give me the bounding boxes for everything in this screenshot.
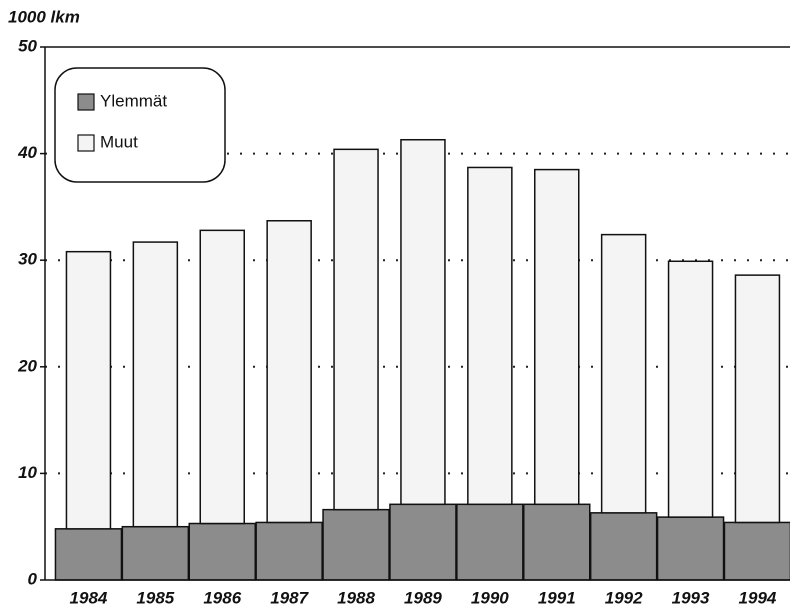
bar-segment <box>467 166 513 506</box>
x-tick-label: 1984 <box>70 588 108 607</box>
chart-title: 1000 lkm <box>8 7 80 26</box>
bar-segment <box>199 229 245 525</box>
x-tick-label: 1986 <box>203 588 241 607</box>
y-tick-label: 20 <box>17 356 37 375</box>
bar-segment <box>734 274 781 524</box>
bar-segment <box>255 521 323 581</box>
bar-segment <box>523 503 591 581</box>
bar-segment <box>65 250 112 530</box>
y-tick-label: 50 <box>18 36 37 55</box>
bar-segment <box>333 148 379 511</box>
legend-box <box>54 67 226 183</box>
bar-segment <box>600 233 647 514</box>
bar-segment <box>667 260 714 518</box>
bar-segment <box>723 521 790 581</box>
y-tick-label: 30 <box>18 250 37 269</box>
legend-label: Ylemmät <box>100 91 167 110</box>
bar-segment <box>188 522 256 581</box>
bar-segment <box>534 168 580 506</box>
bar-segment <box>54 528 123 581</box>
bar-segment <box>389 503 457 581</box>
legend-label: Muut <box>100 132 138 151</box>
bar-segment <box>132 241 179 528</box>
bar-segment <box>589 512 658 581</box>
x-tick-label: 1985 <box>136 588 174 607</box>
y-tick-label: 0 <box>28 569 38 588</box>
x-tick-label: 1994 <box>739 588 777 607</box>
x-tick-label: 1990 <box>471 588 509 607</box>
bar-segment <box>266 220 312 524</box>
bar-segment <box>656 516 725 581</box>
y-tick-label: 40 <box>17 143 37 162</box>
legend-swatch <box>77 134 95 152</box>
bar-segment <box>456 503 524 581</box>
x-tick-label: 1991 <box>538 588 576 607</box>
bar-segment <box>322 508 390 581</box>
bar-segment <box>400 138 446 506</box>
bar-segment <box>121 525 190 581</box>
x-tick-label: 1987 <box>270 588 309 607</box>
x-tick-label: 1988 <box>337 588 375 607</box>
x-tick-label: 1993 <box>672 588 710 607</box>
x-tick-label: 1992 <box>605 588 643 607</box>
x-tick-label: 1989 <box>404 588 442 607</box>
legend-swatch <box>77 93 95 111</box>
y-tick-label: 10 <box>18 463 37 482</box>
